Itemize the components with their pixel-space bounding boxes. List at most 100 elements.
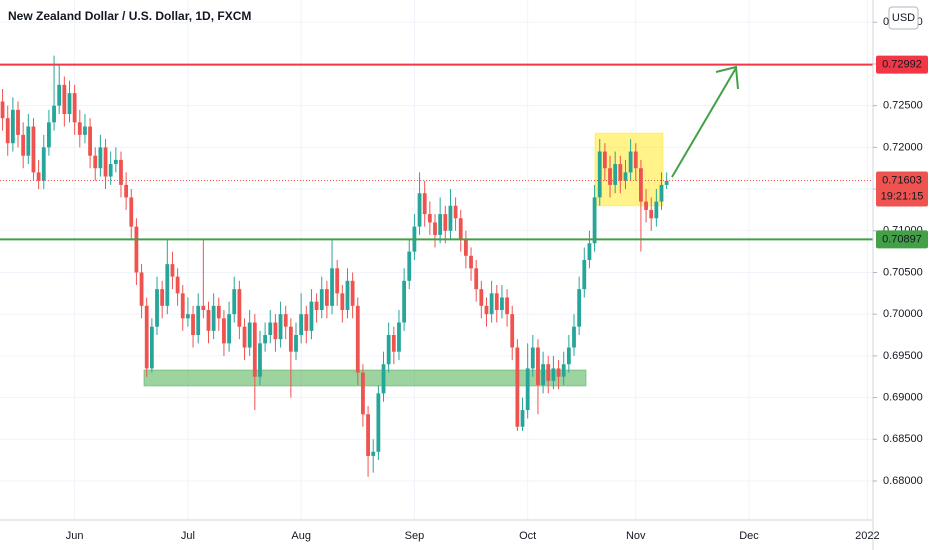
candle-body xyxy=(407,251,412,281)
currency-label[interactable]: USD xyxy=(892,12,915,24)
candle-body xyxy=(237,289,242,327)
level-label-box xyxy=(876,55,928,74)
candle-body xyxy=(62,84,67,115)
candle-body xyxy=(57,84,62,106)
candle-body xyxy=(5,118,10,144)
candle-body xyxy=(113,159,118,165)
candle-body xyxy=(417,193,422,227)
candle-body xyxy=(283,314,288,327)
candle-body xyxy=(155,289,159,327)
candle-body xyxy=(561,364,566,377)
zone xyxy=(143,369,587,387)
candle-body xyxy=(324,289,329,306)
candle-body xyxy=(139,272,144,306)
candle-body xyxy=(335,268,340,294)
candle-body xyxy=(294,335,298,352)
candle-body xyxy=(397,322,401,352)
candle-body xyxy=(443,214,448,231)
candle-body xyxy=(448,205,453,231)
candle-body xyxy=(644,201,648,210)
candle-body xyxy=(227,314,231,344)
candle-body xyxy=(93,155,98,169)
y-tick-label: 0.72500 xyxy=(883,100,923,112)
candle-body xyxy=(175,276,180,294)
candle-body xyxy=(500,297,504,310)
candle-body xyxy=(551,368,556,381)
candle-body xyxy=(88,126,92,156)
x-tick-label: Jul xyxy=(181,530,195,542)
candle-body xyxy=(422,193,427,215)
candle-body xyxy=(633,151,638,169)
candle-body xyxy=(649,209,654,219)
x-tick-label: Jun xyxy=(66,530,84,542)
candle-body xyxy=(572,326,576,348)
y-tick-label: 0.70500 xyxy=(883,266,923,278)
candle-body xyxy=(299,314,304,336)
level-label-box xyxy=(876,230,928,249)
candle-body xyxy=(252,322,257,377)
candle-body xyxy=(345,280,350,310)
candle-body xyxy=(623,172,628,181)
candle-body xyxy=(247,322,252,348)
candle-body xyxy=(211,305,216,331)
candle-body xyxy=(196,305,201,336)
candle-body xyxy=(371,451,376,456)
candle-body xyxy=(72,93,77,123)
price-axis: 0.68000 0.68500 0.69000 0.69500 0.70000 0.705… xyxy=(873,16,928,487)
candle-body xyxy=(288,326,293,352)
candle-body xyxy=(185,314,190,319)
candle-body xyxy=(83,126,87,135)
candle-body xyxy=(134,226,139,273)
candle-body xyxy=(386,335,391,365)
candle-body xyxy=(31,126,36,173)
candle-body xyxy=(201,305,206,310)
candle-body xyxy=(108,164,113,177)
candle-body xyxy=(41,147,46,181)
candle-body xyxy=(304,314,309,331)
x-tick-label: Aug xyxy=(291,530,311,542)
candle-body xyxy=(489,293,494,315)
candle-body xyxy=(592,197,597,244)
candle-body xyxy=(355,305,360,373)
last-price-box xyxy=(876,171,928,207)
candle-body xyxy=(144,305,149,369)
candle-body xyxy=(47,122,51,148)
candle-body xyxy=(124,184,129,198)
candle-body xyxy=(361,372,365,415)
candle-body xyxy=(520,410,525,427)
candle-body xyxy=(659,184,664,202)
candle-body xyxy=(602,151,607,169)
level-label: 0.72992 xyxy=(882,59,922,71)
candle-body xyxy=(381,364,386,394)
x-tick-label: Sep xyxy=(405,530,425,542)
y-tick-label: 0.68500 xyxy=(883,433,923,445)
y-tick-label: 0.69500 xyxy=(883,350,923,362)
candle-body xyxy=(258,343,262,377)
level-label: 0.70897 xyxy=(882,233,922,245)
candle-body xyxy=(664,180,669,185)
candle-body xyxy=(319,289,324,310)
chart-title: New Zealand Dollar / U.S. Dollar, 1D, FX… xyxy=(8,9,251,23)
plot-area xyxy=(0,55,873,477)
candle-body xyxy=(530,347,535,369)
candle-body xyxy=(479,289,484,306)
candle-body xyxy=(494,293,499,310)
candle-body xyxy=(191,314,195,336)
candle-body xyxy=(206,309,211,331)
candle-body xyxy=(330,268,334,306)
candle-body xyxy=(536,347,540,386)
candle-body xyxy=(427,214,432,223)
candle-body xyxy=(510,314,515,348)
candle-body xyxy=(366,414,370,456)
candle-body xyxy=(268,322,273,336)
currency-box[interactable] xyxy=(888,6,919,30)
candle-body xyxy=(119,159,123,185)
y-tick-label: 0.70000 xyxy=(883,308,923,320)
candle-body xyxy=(438,214,443,235)
candle-body xyxy=(546,364,551,381)
candle-body xyxy=(340,293,345,310)
x-tick-label: Oct xyxy=(519,530,536,542)
y-tick-label: 0.72000 xyxy=(883,141,923,153)
x-tick-label: Nov xyxy=(626,530,646,542)
